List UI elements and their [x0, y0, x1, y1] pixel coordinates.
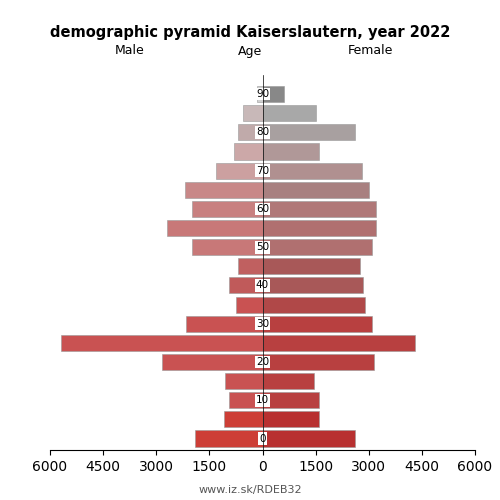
Bar	[216, 162, 262, 178]
Text: 90: 90	[256, 89, 269, 99]
Text: 30: 30	[256, 318, 269, 328]
Bar	[192, 239, 262, 255]
Bar	[262, 124, 354, 140]
Bar	[262, 354, 374, 370]
Bar	[257, 86, 262, 102]
Text: 10: 10	[256, 396, 269, 406]
Text: www.iz.sk/RDEB32: www.iz.sk/RDEB32	[198, 485, 302, 495]
Bar	[262, 373, 314, 389]
Bar	[262, 392, 319, 408]
Bar	[262, 162, 362, 178]
Bar	[262, 335, 415, 351]
Text: Age: Age	[238, 44, 262, 58]
Bar	[224, 412, 262, 428]
Bar	[184, 182, 262, 198]
Bar	[167, 220, 262, 236]
Bar	[262, 258, 360, 274]
Text: 0: 0	[259, 434, 266, 444]
Text: Female: Female	[348, 44, 393, 58]
Bar	[243, 105, 262, 122]
Bar	[262, 430, 354, 446]
Bar	[60, 335, 262, 351]
Bar	[238, 258, 262, 274]
Bar	[238, 124, 262, 140]
Bar	[262, 296, 365, 312]
Text: 40: 40	[256, 280, 269, 290]
Bar	[226, 373, 262, 389]
Bar	[262, 144, 319, 160]
Text: Male: Male	[115, 44, 145, 58]
Bar	[262, 239, 372, 255]
Bar	[186, 316, 262, 332]
Bar	[229, 392, 262, 408]
Text: 80: 80	[256, 128, 269, 138]
Text: 50: 50	[256, 242, 269, 252]
Text: 70: 70	[256, 166, 269, 175]
Bar	[262, 201, 376, 217]
Bar	[262, 105, 316, 122]
Bar	[262, 316, 372, 332]
Text: 60: 60	[256, 204, 269, 214]
Bar	[262, 86, 284, 102]
Bar	[234, 144, 262, 160]
Bar	[262, 182, 369, 198]
Bar	[262, 412, 319, 428]
Bar	[236, 296, 262, 312]
Bar	[229, 278, 262, 293]
Text: 20: 20	[256, 357, 269, 367]
Bar	[195, 430, 262, 446]
Bar	[262, 220, 376, 236]
Text: demographic pyramid Kaiserslautern, year 2022: demographic pyramid Kaiserslautern, year…	[50, 25, 450, 40]
Bar	[192, 201, 262, 217]
Bar	[162, 354, 262, 370]
Bar	[262, 278, 364, 293]
